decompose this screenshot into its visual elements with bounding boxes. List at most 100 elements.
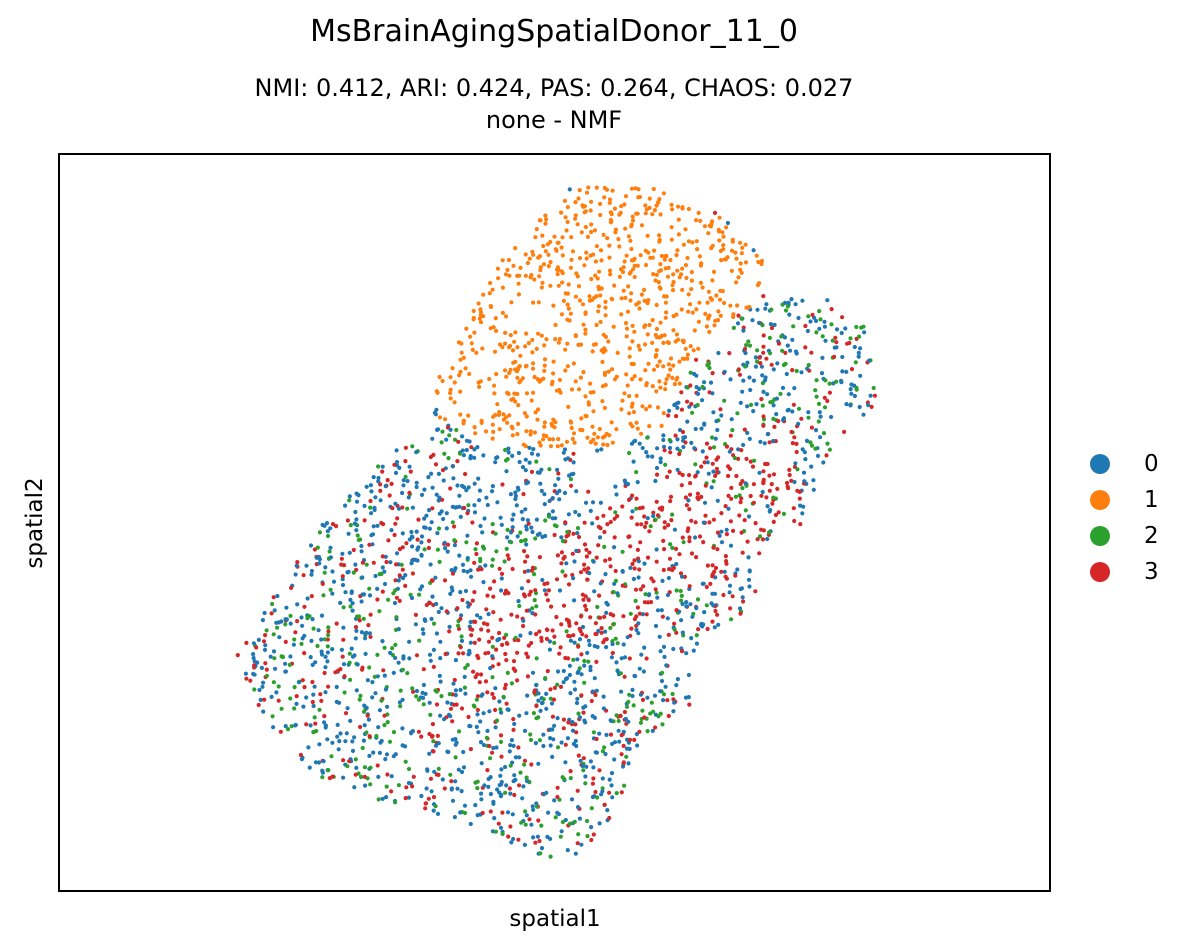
cell-point xyxy=(684,604,689,609)
cell-point xyxy=(288,696,293,701)
cell-point xyxy=(762,441,767,446)
cell-point xyxy=(571,361,577,366)
cell-point xyxy=(848,336,853,341)
cell-point xyxy=(582,718,587,723)
cell-point xyxy=(448,486,453,491)
cell-point xyxy=(490,484,495,489)
cell-point xyxy=(740,486,745,491)
cell-point xyxy=(375,763,380,768)
cell-point xyxy=(733,494,739,499)
cell-point xyxy=(640,708,645,713)
cell-point xyxy=(704,603,709,608)
cell-point xyxy=(475,445,480,450)
cell-point xyxy=(396,506,402,511)
cell-point xyxy=(611,589,616,595)
cell-point xyxy=(574,271,579,276)
cell-point xyxy=(407,656,412,661)
cell-point xyxy=(608,625,613,631)
cell-point xyxy=(417,638,422,643)
cell-point xyxy=(699,494,704,499)
cell-point xyxy=(541,743,546,749)
cell-point xyxy=(531,835,536,840)
cell-point xyxy=(539,488,544,493)
cell-point xyxy=(738,611,743,616)
cell-point xyxy=(448,375,453,380)
cell-point xyxy=(435,547,440,552)
cell-point xyxy=(508,824,513,829)
cell-point xyxy=(498,825,504,830)
cell-point xyxy=(558,834,563,839)
cell-point xyxy=(385,478,390,483)
cell-point xyxy=(598,500,604,505)
cell-point xyxy=(637,347,643,352)
cell-point xyxy=(354,628,359,634)
cell-point xyxy=(799,370,804,375)
cell-point xyxy=(451,681,456,686)
cell-point xyxy=(803,345,808,350)
cell-point xyxy=(472,640,477,646)
cell-point xyxy=(573,200,578,205)
cell-point xyxy=(661,644,667,650)
cell-point xyxy=(341,605,346,610)
cell-point xyxy=(330,591,335,596)
cell-point xyxy=(488,666,493,671)
cell-point xyxy=(524,414,529,419)
cell-point xyxy=(747,568,752,573)
cell-point xyxy=(774,412,779,417)
cell-point xyxy=(341,637,346,642)
cell-point xyxy=(598,212,603,218)
cell-point xyxy=(734,473,739,479)
cell-point xyxy=(537,738,543,743)
cell-point xyxy=(461,749,466,755)
cell-point xyxy=(559,561,564,566)
cell-point xyxy=(271,649,277,654)
cell-point xyxy=(345,570,350,575)
cell-point xyxy=(511,727,516,733)
cell-point xyxy=(477,384,482,389)
cell-point xyxy=(506,834,511,839)
cell-point xyxy=(270,714,275,719)
cell-point xyxy=(510,433,515,438)
cell-point xyxy=(284,605,289,610)
cell-point xyxy=(736,456,741,461)
cell-point xyxy=(498,773,503,778)
cell-point xyxy=(494,745,499,750)
cell-point xyxy=(627,271,632,276)
cell-point xyxy=(530,606,535,611)
cell-point xyxy=(643,368,648,373)
cell-point xyxy=(461,765,467,770)
cell-point xyxy=(575,531,580,536)
cell-point xyxy=(479,627,484,632)
cell-point xyxy=(665,698,670,703)
cell-point xyxy=(375,652,380,658)
cell-point xyxy=(546,810,551,815)
cell-point xyxy=(335,722,340,728)
cell-point xyxy=(822,405,828,410)
cell-point xyxy=(654,348,659,353)
cell-point xyxy=(706,471,711,476)
cell-point xyxy=(695,247,700,252)
cell-point xyxy=(733,250,738,255)
cell-point xyxy=(534,804,540,809)
cell-point xyxy=(530,366,536,371)
cell-point xyxy=(343,739,348,744)
cell-point xyxy=(794,441,799,446)
cell-point xyxy=(663,300,669,305)
cell-point xyxy=(310,699,315,705)
cell-point xyxy=(235,653,240,658)
cell-point xyxy=(330,569,335,574)
cell-point xyxy=(537,629,542,634)
cell-point xyxy=(657,239,662,244)
cell-point xyxy=(680,287,685,292)
cell-point xyxy=(555,682,560,687)
cell-point xyxy=(520,796,525,801)
cell-point xyxy=(713,608,718,614)
cell-point xyxy=(311,703,316,709)
cell-point xyxy=(657,359,662,364)
cell-point xyxy=(639,223,645,228)
cell-point xyxy=(510,566,515,572)
cell-point xyxy=(610,741,615,747)
cell-point xyxy=(771,403,776,408)
cell-point xyxy=(608,612,613,617)
cell-point xyxy=(469,633,474,638)
